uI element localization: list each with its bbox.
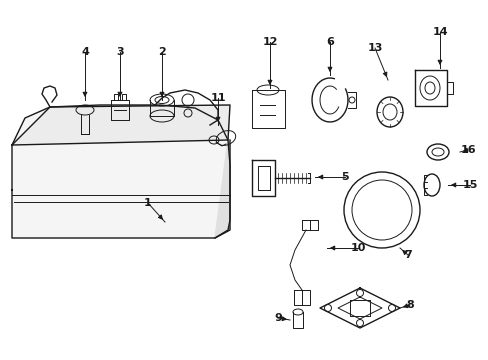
Text: 3: 3 [116,47,123,57]
Polygon shape [12,105,229,145]
Text: 1: 1 [144,198,152,208]
Text: 15: 15 [461,180,477,190]
Text: 14: 14 [431,27,447,37]
Text: 7: 7 [403,250,411,260]
Text: 16: 16 [459,145,475,155]
Text: 9: 9 [273,313,282,323]
Text: 8: 8 [406,300,413,310]
Polygon shape [215,140,229,238]
Text: 10: 10 [349,243,365,253]
Text: 13: 13 [366,43,382,53]
Text: 5: 5 [341,172,348,182]
Text: 2: 2 [158,47,165,57]
Text: 4: 4 [81,47,89,57]
Polygon shape [12,105,229,238]
Text: 11: 11 [210,93,225,103]
Text: 6: 6 [325,37,333,47]
Text: 12: 12 [262,37,277,47]
